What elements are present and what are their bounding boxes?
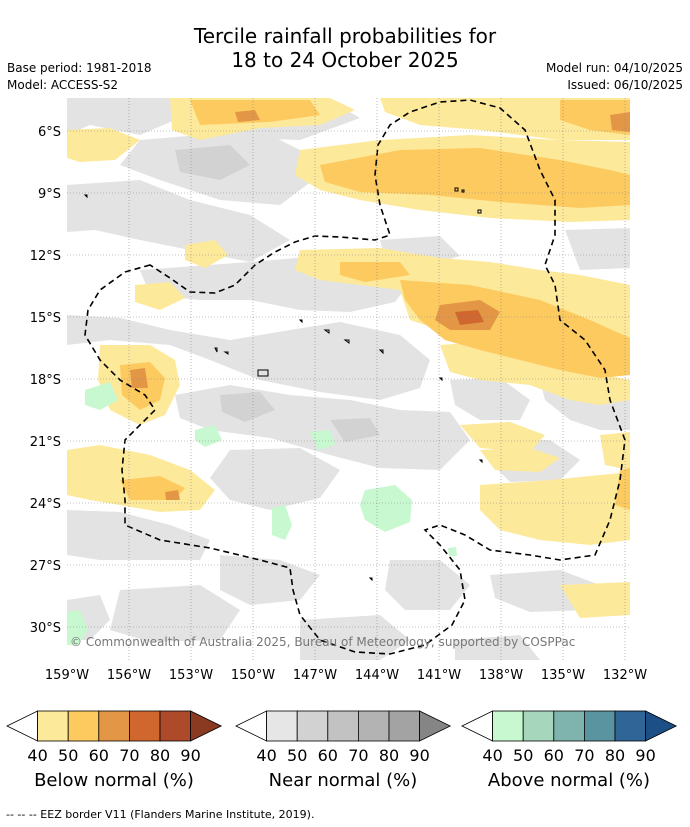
colorbar-cell xyxy=(553,710,585,742)
lat-label: 21°S xyxy=(30,435,61,450)
colorbar-cell xyxy=(492,710,524,742)
colorbar-extend-high xyxy=(419,710,452,742)
colorbar-tick-label: 70 xyxy=(348,746,368,765)
lat-label: 15°S xyxy=(30,311,61,326)
colorbar-tick-label: 50 xyxy=(287,746,307,765)
lat-label: 27°S xyxy=(30,559,61,574)
lat-label: 24°S xyxy=(30,497,61,512)
lon-label: 138°W xyxy=(479,668,523,683)
colorbar-tick-label: 80 xyxy=(605,746,625,765)
lon-label: 144°W xyxy=(355,668,399,683)
colorbar-cell xyxy=(357,710,390,742)
colorbar-tick-label: 90 xyxy=(180,746,200,765)
above-normal-caption: Above normal (%) xyxy=(487,770,651,791)
longitude-labels: 159°W 156°W 153°W 150°W 147°W 144°W 141°… xyxy=(45,668,647,683)
colorbar-cell xyxy=(37,710,69,742)
lon-label: 156°W xyxy=(107,668,151,683)
colorbar-tick-label: 40 xyxy=(482,746,502,765)
lat-label: 12°S xyxy=(30,249,61,264)
eez-border-note: -- -- -- EEZ border V11 (Flanders Marine… xyxy=(6,808,315,821)
colorbar-cell xyxy=(159,710,192,742)
colorbar-tick-label: 80 xyxy=(379,746,399,765)
lat-label: 6°S xyxy=(38,125,61,140)
colorbar-tick-label: 80 xyxy=(150,746,170,765)
lat-label: 9°S xyxy=(38,187,61,202)
above-normal-40-shading xyxy=(67,382,457,645)
colorbar-extend-low xyxy=(235,710,267,742)
colorbar-tick-label: 40 xyxy=(256,746,276,765)
lon-label: 150°W xyxy=(231,668,275,683)
issued-label: Issued: 06/10/2025 xyxy=(567,78,683,92)
below-normal-caption: Below normal (%) xyxy=(34,770,194,791)
below-normal-70-shading xyxy=(455,310,484,325)
colorbar-tick-label: 60 xyxy=(89,746,109,765)
below-normal-colorbar: 40 50 60 70 80 90 xyxy=(6,710,223,765)
near-normal-caption: Near normal (%) xyxy=(268,770,418,791)
lon-label: 135°W xyxy=(541,668,585,683)
colorbar-cell xyxy=(388,710,421,742)
colorbar-tick-label: 60 xyxy=(318,746,338,765)
rainfall-probability-map: © Commonwealth of Australia 2025, Bureau… xyxy=(30,98,647,683)
lon-label: 141°W xyxy=(417,668,461,683)
lon-label: 153°W xyxy=(169,668,213,683)
near-normal-colorbar: 40 50 60 70 80 90 xyxy=(235,710,452,765)
colorbar-cell xyxy=(98,710,130,742)
above-normal-colorbar: 40 50 60 70 80 90 xyxy=(461,710,678,765)
colorbar-tick-label: 70 xyxy=(119,746,139,765)
colorbar-cell xyxy=(296,710,329,742)
map-title-line1: Tercile rainfall probabilities for xyxy=(193,24,497,48)
map-plot-area: © Commonwealth of Australia 2025, Bureau… xyxy=(67,98,630,660)
islands xyxy=(83,187,483,582)
lon-label: 159°W xyxy=(45,668,89,683)
colorbar-tick-label: 60 xyxy=(544,746,564,765)
colorbar-tick-label: 50 xyxy=(513,746,533,765)
colorbar-cell xyxy=(327,710,359,742)
colorbar-cell xyxy=(584,710,616,742)
colorbar-cell xyxy=(266,710,298,742)
colorbar-tick-label: 90 xyxy=(635,746,655,765)
base-period-label: Base period: 1981-2018 xyxy=(7,61,152,75)
latitude-labels: 6°S 9°S 12°S 15°S 18°S 21°S 24°S 27°S 30… xyxy=(30,125,61,636)
lat-label: 30°S xyxy=(30,621,61,636)
model-run-label: Model run: 04/10/2025 xyxy=(545,61,683,75)
colorbar-cell xyxy=(522,710,555,742)
map-title-line2: 18 to 24 October 2025 xyxy=(231,48,459,72)
lon-label: 147°W xyxy=(293,668,337,683)
copyright-notice: © Commonwealth of Australia 2025, Bureau… xyxy=(70,635,575,649)
eez-border xyxy=(84,99,626,655)
colorbar-tick-label: 40 xyxy=(27,746,47,765)
colorbar-tick-label: 90 xyxy=(409,746,429,765)
lon-label: 132°W xyxy=(603,668,647,683)
lat-label: 18°S xyxy=(30,373,61,388)
colorbar-cell xyxy=(67,710,100,742)
colorbar-tick-label: 50 xyxy=(58,746,78,765)
model-label: Model: ACCESS-S2 xyxy=(7,78,119,92)
colorbar-extend-high xyxy=(190,710,223,742)
colorbar-cell xyxy=(128,710,161,742)
colorbar-legends: 40 50 60 70 80 90 40 50 60 70 80 90 40 50 60 70 80 90 xyxy=(6,710,678,765)
colorbar-tick-label: 70 xyxy=(574,746,594,765)
colorbar-cell xyxy=(614,710,647,742)
gridlines xyxy=(67,98,630,660)
colorbar-extend-high xyxy=(645,710,678,742)
near-normal-50-shading xyxy=(175,145,380,442)
colorbar-extend-low xyxy=(461,710,493,742)
colorbar-extend-low xyxy=(6,710,38,742)
